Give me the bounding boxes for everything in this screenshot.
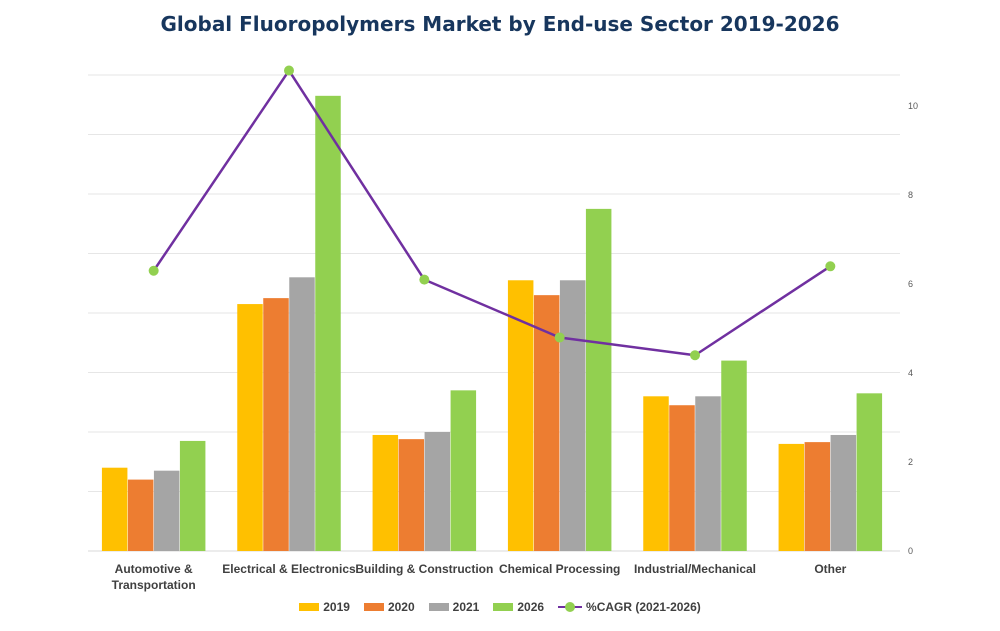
bar-2026 bbox=[585, 208, 612, 551]
bar-2019 bbox=[101, 467, 128, 551]
legend-label-cagr: %CAGR (2021-2026) bbox=[586, 600, 701, 614]
bar-2020 bbox=[804, 442, 831, 551]
legend-label-2026: 2026 bbox=[517, 600, 545, 614]
secondary-axis-tick-label: 8 bbox=[908, 190, 913, 200]
category-label: Building & Construction bbox=[355, 562, 493, 576]
cagr-point bbox=[284, 65, 294, 76]
legend-label-2019: 2019 bbox=[323, 600, 350, 614]
secondary-axis-tick-label: 6 bbox=[908, 279, 913, 289]
bar-2021 bbox=[289, 277, 315, 551]
legend-label-2021: 2021 bbox=[452, 600, 480, 614]
bar-2020 bbox=[669, 405, 695, 551]
cagr-point bbox=[419, 274, 430, 285]
legend-swatch-2021 bbox=[428, 603, 449, 611]
legend-swatch-2026 bbox=[493, 603, 514, 611]
cagr-point bbox=[690, 350, 700, 361]
cagr-point bbox=[148, 265, 159, 276]
bar-2021 bbox=[830, 434, 857, 551]
legend-label-2020: 2020 bbox=[387, 600, 415, 614]
bar-2021 bbox=[153, 470, 180, 551]
cagr-point bbox=[554, 332, 565, 343]
bar-2026 bbox=[179, 440, 206, 551]
bar-2026 bbox=[721, 360, 747, 551]
legend-item-cagr[interactable]: %CAGR (2021-2026) bbox=[558, 600, 701, 614]
legend-item-2021[interactable]: 2021 bbox=[428, 600, 480, 614]
legend-swatch-2019 bbox=[299, 603, 320, 611]
secondary-axis-tick-label: 10 bbox=[908, 101, 918, 111]
bar-2021 bbox=[695, 396, 721, 551]
bar-2020 bbox=[127, 479, 154, 551]
bar-2020 bbox=[263, 298, 289, 551]
secondary-axis-tick-label: 4 bbox=[908, 368, 913, 378]
legend: 2019 2020 2021 2026 %CAGR (2021-2026) bbox=[0, 600, 1000, 614]
bar-2019 bbox=[372, 434, 399, 551]
bar-2026 bbox=[856, 393, 883, 551]
legend-swatch-cagr bbox=[558, 602, 583, 612]
bar-2026 bbox=[315, 95, 341, 551]
secondary-axis-tick-label: 2 bbox=[908, 457, 913, 467]
legend-item-2020[interactable]: 2020 bbox=[363, 600, 415, 614]
category-label: Other bbox=[814, 562, 846, 576]
legend-swatch-2020 bbox=[363, 603, 384, 611]
secondary-axis-tick-label: 0 bbox=[908, 546, 913, 556]
category-label: Chemical Processing bbox=[499, 562, 620, 576]
bar-2019 bbox=[237, 304, 263, 551]
cagr-line bbox=[152, 69, 832, 357]
bar-2021 bbox=[424, 432, 451, 551]
bar-2020 bbox=[398, 439, 425, 551]
legend-item-2026[interactable]: 2026 bbox=[493, 600, 544, 614]
legend-item-2019[interactable]: 2019 bbox=[299, 600, 350, 614]
category-label: Automotive & bbox=[115, 562, 193, 576]
bar-2019 bbox=[643, 396, 669, 551]
category-label: Electrical & Electronics bbox=[222, 562, 356, 576]
bar-2021 bbox=[559, 280, 586, 551]
cagr-point bbox=[825, 261, 836, 272]
bar-2020 bbox=[533, 295, 560, 551]
chart-title: Global Fluoropolymers Market by End-use … bbox=[160, 12, 840, 36]
bar-2019 bbox=[778, 443, 805, 551]
bar-2026 bbox=[450, 390, 477, 551]
category-label: Industrial/Mechanical bbox=[634, 562, 756, 576]
category-label: Transportation bbox=[112, 578, 196, 592]
